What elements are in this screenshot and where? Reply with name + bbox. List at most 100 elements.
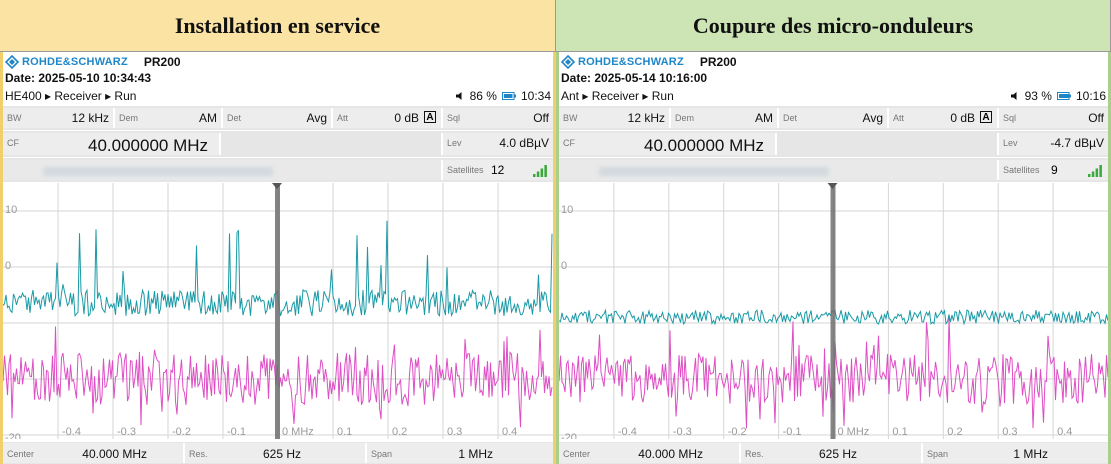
- y-tick-label: 0: [5, 260, 11, 272]
- x-tick-label: -0.3: [117, 426, 136, 438]
- satellites-count: 9: [1051, 163, 1058, 177]
- span-label: Span: [371, 449, 393, 459]
- det-cell[interactable]: Det Avg: [223, 108, 333, 128]
- spectrum-plot[interactable]: 10 0 -20 -0.4 -0.3 -0.2 -0.1 0 MHz 0.1 0.2 0.3 0.4: [3, 183, 553, 442]
- att-value: 0 dB: [950, 111, 975, 125]
- x-tick-label: 0.2: [392, 426, 407, 438]
- lev-value: -4.7 dBµV: [1050, 136, 1104, 150]
- att-cell[interactable]: Att 0 dB A: [889, 108, 999, 128]
- sql-cell[interactable]: Sql Off: [443, 108, 553, 128]
- date-line: Date: 2025-05-10 10:34:43: [5, 71, 152, 85]
- spectrum-plot[interactable]: 10 0 -20 -0.4 -0.3 -0.2 -0.1 0 MHz 0.1 0.2 0.3 0.4: [559, 183, 1108, 442]
- location-cell: [3, 160, 443, 180]
- spectrum-svg: 10 0 -20 -0.4 -0.3 -0.2 -0.1 0 MHz 0.1 0.2 0.3 0.4: [3, 183, 553, 439]
- span-label: Span: [927, 449, 949, 459]
- frequency-row: CF 40.000000 MHz Lev -4.7 dBµV: [559, 131, 1108, 157]
- brand-text: ROHDE&SCHWARZ: [578, 56, 684, 68]
- span-value: 1 MHz: [1013, 447, 1048, 461]
- dem-label: Dem: [675, 113, 695, 123]
- dem-value: AM: [755, 111, 773, 125]
- center-value: 40.000 MHz: [638, 447, 703, 461]
- menu-path[interactable]: HE400 ▸ Receiver ▸ Run: [5, 89, 137, 103]
- dem-cell[interactable]: Dem AM: [115, 108, 223, 128]
- span-value: 1 MHz: [458, 447, 493, 461]
- center-label: Center: [7, 449, 35, 459]
- bw-cell[interactable]: BW 12 kHz: [559, 108, 671, 128]
- x-tick-label: -0.4: [62, 426, 81, 438]
- rohde-schwarz-logo: ROHDE&SCHWARZ: [561, 55, 684, 69]
- y-tick-label: 10: [561, 204, 573, 216]
- lev-label: Lev: [1003, 138, 1018, 148]
- cf-value: 40.000000 MHz: [644, 136, 765, 155]
- receiver-screen: ROHDE&SCHWARZ PR200 Date: 2025-05-14 10:…: [559, 52, 1108, 464]
- sql-cell[interactable]: Sql Off: [999, 108, 1108, 128]
- bottom-bar: Center 40.000 MHz Res. 625 Hz Span 1 MHz: [559, 442, 1108, 464]
- center-label: Center: [563, 449, 591, 459]
- x-tick-label: -0.1: [783, 426, 802, 438]
- y-tick-label: -20: [5, 432, 21, 439]
- y-tick-label: 10: [5, 204, 17, 216]
- satellites-label: Satellites: [1003, 165, 1040, 175]
- span-cell[interactable]: Span 1 MHz: [923, 443, 1108, 463]
- sql-value: Off: [1088, 111, 1104, 125]
- center-marker-handle[interactable]: [827, 183, 838, 189]
- bw-value: 12 kHz: [627, 111, 665, 125]
- det-cell[interactable]: Det Avg: [779, 108, 889, 128]
- satellites-cell: Satellites 9: [999, 160, 1108, 180]
- center-marker-handle[interactable]: [272, 183, 282, 189]
- span-cell[interactable]: Span 1 MHz: [367, 443, 553, 463]
- screenshot-frame: ROHDE&SCHWARZ PR200 Date: 2025-05-14 10:…: [556, 52, 1111, 464]
- cf-spacer: [777, 133, 999, 155]
- att-cell[interactable]: Att 0 dB A: [333, 108, 443, 128]
- dem-cell[interactable]: Dem AM: [671, 108, 779, 128]
- panel-installation-en-service: Installation en service ROHDE&SCHWARZ PR…: [0, 0, 556, 464]
- cf-spacer: [221, 133, 443, 155]
- bw-cell[interactable]: BW 12 kHz: [3, 108, 115, 128]
- center-cell[interactable]: Center 40.000 MHz: [3, 443, 185, 463]
- res-label: Res.: [745, 449, 764, 459]
- panel-header: Coupure des micro-onduleurs: [556, 0, 1111, 52]
- dem-label: Dem: [119, 113, 139, 123]
- det-label: Det: [783, 113, 798, 123]
- signal-strength-icon: [1088, 165, 1102, 177]
- att-value: 0 dB: [394, 111, 419, 125]
- y-tick-label: 0: [561, 260, 567, 272]
- speaker-icon[interactable]: [1010, 91, 1020, 101]
- lev-cell: Lev -4.7 dBµV: [999, 133, 1108, 155]
- model-name: PR200: [143, 55, 181, 69]
- cf-label: CF: [7, 138, 19, 148]
- date-line: Date: 2025-05-14 10:16:00: [561, 71, 708, 85]
- blurred-location: [43, 167, 273, 176]
- status-indicators: 86 % 10:34: [455, 89, 551, 103]
- x-tick-label: 0.3: [1002, 426, 1017, 438]
- satellites-label: Satellites: [447, 165, 484, 175]
- bottom-bar: Center 40.000 MHz Res. 625 Hz Span 1 MHz: [3, 442, 553, 464]
- satellites-count: 12: [491, 163, 505, 177]
- battery-percent: 93 %: [1024, 89, 1052, 103]
- res-cell[interactable]: Res. 625 Hz: [741, 443, 923, 463]
- cf-cell[interactable]: CF 40.000000 MHz: [559, 133, 777, 155]
- menu-path[interactable]: Ant ▸ Receiver ▸ Run: [561, 89, 674, 103]
- clock: 10:16: [1075, 89, 1106, 103]
- rohde-schwarz-logo: ROHDE&SCHWARZ: [5, 55, 128, 69]
- speaker-icon[interactable]: [455, 91, 465, 101]
- center-marker[interactable]: [275, 183, 280, 439]
- x-tick-label: 0.4: [502, 426, 517, 438]
- battery-icon: [501, 92, 516, 100]
- gnss-row: Satellites 9: [559, 158, 1108, 182]
- res-cell[interactable]: Res. 625 Hz: [185, 443, 367, 463]
- panel-header: Installation en service: [0, 0, 556, 52]
- center-marker[interactable]: [830, 183, 836, 439]
- cf-cell[interactable]: CF 40.000000 MHz: [3, 133, 221, 155]
- settings-row: BW 12 kHz Dem AM Det Avg Att 0 dB A Sq: [3, 106, 553, 130]
- status-row: Ant ▸ Receiver ▸ Run 93 % 10:16: [561, 88, 1106, 104]
- brand-row: ROHDE&SCHWARZ PR200: [5, 54, 181, 70]
- gnss-row: Satellites 12: [3, 158, 553, 182]
- det-value: Avg: [306, 111, 327, 125]
- settings-row: BW 12 kHz Dem AM Det Avg Att 0 dB A Sq: [559, 106, 1108, 130]
- x-tick-label: 0.1: [892, 426, 907, 438]
- cf-value: 40.000000 MHz: [88, 136, 209, 155]
- spectrum-svg: 10 0 -20 -0.4 -0.3 -0.2 -0.1 0 MHz 0.1 0.2 0.3 0.4: [559, 183, 1108, 439]
- center-cell[interactable]: Center 40.000 MHz: [559, 443, 741, 463]
- dem-value: AM: [199, 111, 217, 125]
